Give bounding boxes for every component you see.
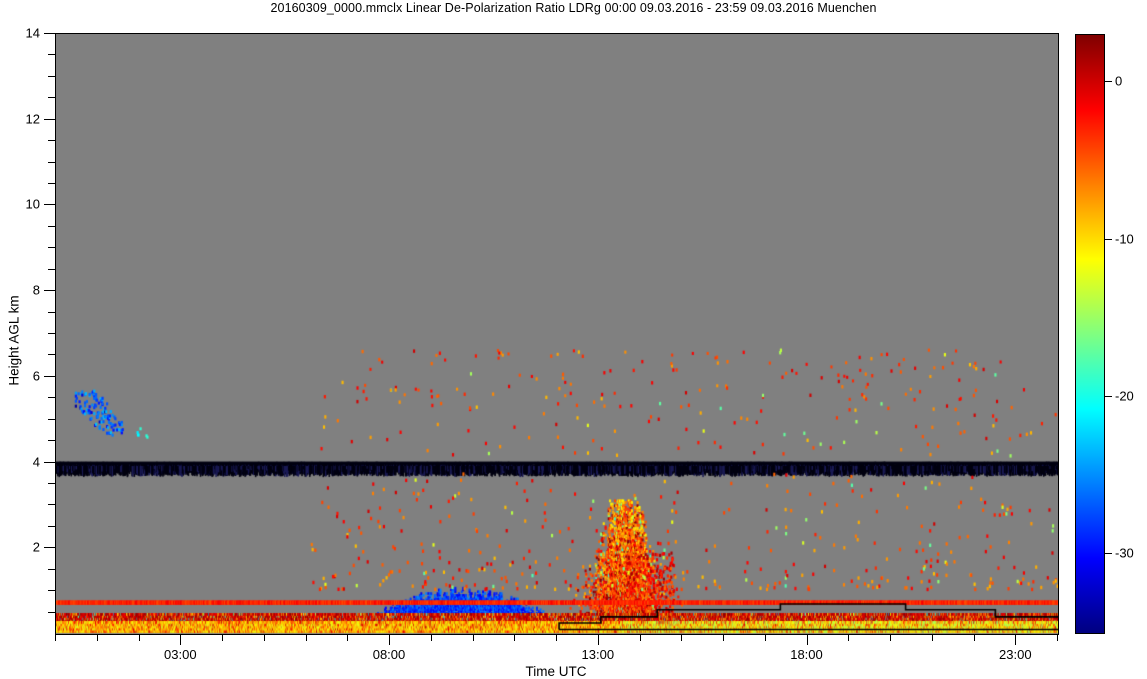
x-axis-tick-label: 23:00 <box>999 647 1032 662</box>
x-axis-minor-tick <box>347 634 349 641</box>
x-axis-minor-tick <box>305 634 307 641</box>
x-axis-major-tick <box>389 634 390 645</box>
x-axis-minor-tick <box>263 634 265 641</box>
x-axis-minor-tick <box>1057 634 1058 641</box>
y-axis-tick-label: 4 <box>32 454 40 470</box>
colorbar[interactable] <box>1075 34 1105 634</box>
x-axis-minor-tick <box>556 634 557 641</box>
y-axis-minor-tick <box>48 418 55 420</box>
colorbar-tick <box>1105 395 1112 397</box>
y-axis-tick-label: 10 <box>25 196 40 212</box>
y-axis-minor-tick <box>48 140 55 142</box>
y-axis-minor-tick <box>48 504 55 506</box>
y-axis-minor-tick <box>48 483 55 484</box>
x-axis-minor-tick <box>848 634 850 641</box>
y-axis-minor-tick <box>48 397 55 399</box>
colorbar-tick-label: -30 <box>1115 545 1134 561</box>
x-axis-minor-tick <box>472 634 474 641</box>
y-axis-major-tick <box>44 461 55 463</box>
y-axis-minor-tick <box>48 97 55 99</box>
y-axis-minor-tick <box>48 590 55 592</box>
figure-title: 20160309_0000.mmclx Linear De-Polarizati… <box>270 1 877 15</box>
colorbar-tick <box>1105 81 1112 83</box>
x-axis-minor-tick <box>723 634 724 641</box>
y-axis-minor-tick <box>48 225 55 227</box>
x-axis-minor-tick <box>138 634 140 641</box>
y-axis-major-tick <box>44 290 55 292</box>
y-axis-major-tick <box>44 204 55 206</box>
x-axis-major-tick <box>806 634 808 645</box>
y-axis-tick-label: 6 <box>32 368 40 384</box>
y-axis-tick-label: 8 <box>32 282 40 298</box>
y-axis-minor-tick <box>48 568 55 570</box>
y-axis-major-tick <box>44 118 55 120</box>
x-axis-minor-tick <box>890 634 891 641</box>
y-axis-minor-tick <box>48 161 55 163</box>
y-axis-major-tick <box>44 547 55 549</box>
y-axis-minor-tick <box>48 354 55 356</box>
x-axis-tick-label: 08:00 <box>372 647 406 662</box>
x-axis-minor-tick <box>764 634 766 641</box>
y-axis-major-tick <box>44 33 55 34</box>
colorbar-tick <box>1105 238 1112 240</box>
x-axis-minor-tick <box>96 634 98 641</box>
x-axis-major-tick <box>180 634 182 645</box>
colorbar-gradient <box>1076 35 1104 633</box>
colorbar-tick <box>1105 553 1112 555</box>
x-axis-minor-tick <box>55 634 56 641</box>
ldr-heatmap-canvas[interactable] <box>56 34 1058 634</box>
x-axis-minor-tick <box>222 634 223 641</box>
colorbar-tick-label: -20 <box>1115 388 1134 404</box>
x-axis-tick-label: 03:00 <box>164 647 197 662</box>
x-axis-minor-tick <box>430 634 432 641</box>
y-axis-title: Height AGL km <box>6 295 22 386</box>
y-axis-major-tick <box>44 375 55 377</box>
y-axis-minor-tick <box>48 311 55 313</box>
x-axis-major-tick <box>597 634 599 645</box>
y-axis-tick-label: 12 <box>25 111 40 127</box>
plot-area[interactable] <box>55 33 1059 635</box>
x-axis-tick-label: 13:00 <box>581 647 615 662</box>
y-axis-minor-tick <box>48 247 55 249</box>
y-axis-minor-tick <box>48 525 55 527</box>
x-axis-minor-tick <box>639 634 641 641</box>
x-axis-title: Time UTC <box>525 664 587 679</box>
y-axis-minor-tick <box>48 75 55 77</box>
colorbar-tick-label: 0 <box>1115 73 1123 89</box>
colorbar-tick-label: -10 <box>1115 231 1134 247</box>
y-axis-tick-label: 14 <box>25 25 40 41</box>
y-axis-minor-tick <box>48 611 55 613</box>
y-axis-minor-tick <box>48 333 55 334</box>
x-axis-minor-tick <box>973 634 975 641</box>
y-axis-minor-tick <box>48 183 55 184</box>
x-axis-minor-tick <box>931 634 933 641</box>
x-axis-tick-label: 18:00 <box>790 647 823 662</box>
x-axis-minor-tick <box>514 634 516 641</box>
y-axis-tick-label: 2 <box>32 539 40 555</box>
y-axis-minor-tick <box>48 54 55 56</box>
y-axis-minor-tick <box>48 440 55 442</box>
x-axis-major-tick <box>1015 634 1017 645</box>
y-axis-minor-tick <box>48 268 55 270</box>
x-axis-minor-tick <box>681 634 683 641</box>
